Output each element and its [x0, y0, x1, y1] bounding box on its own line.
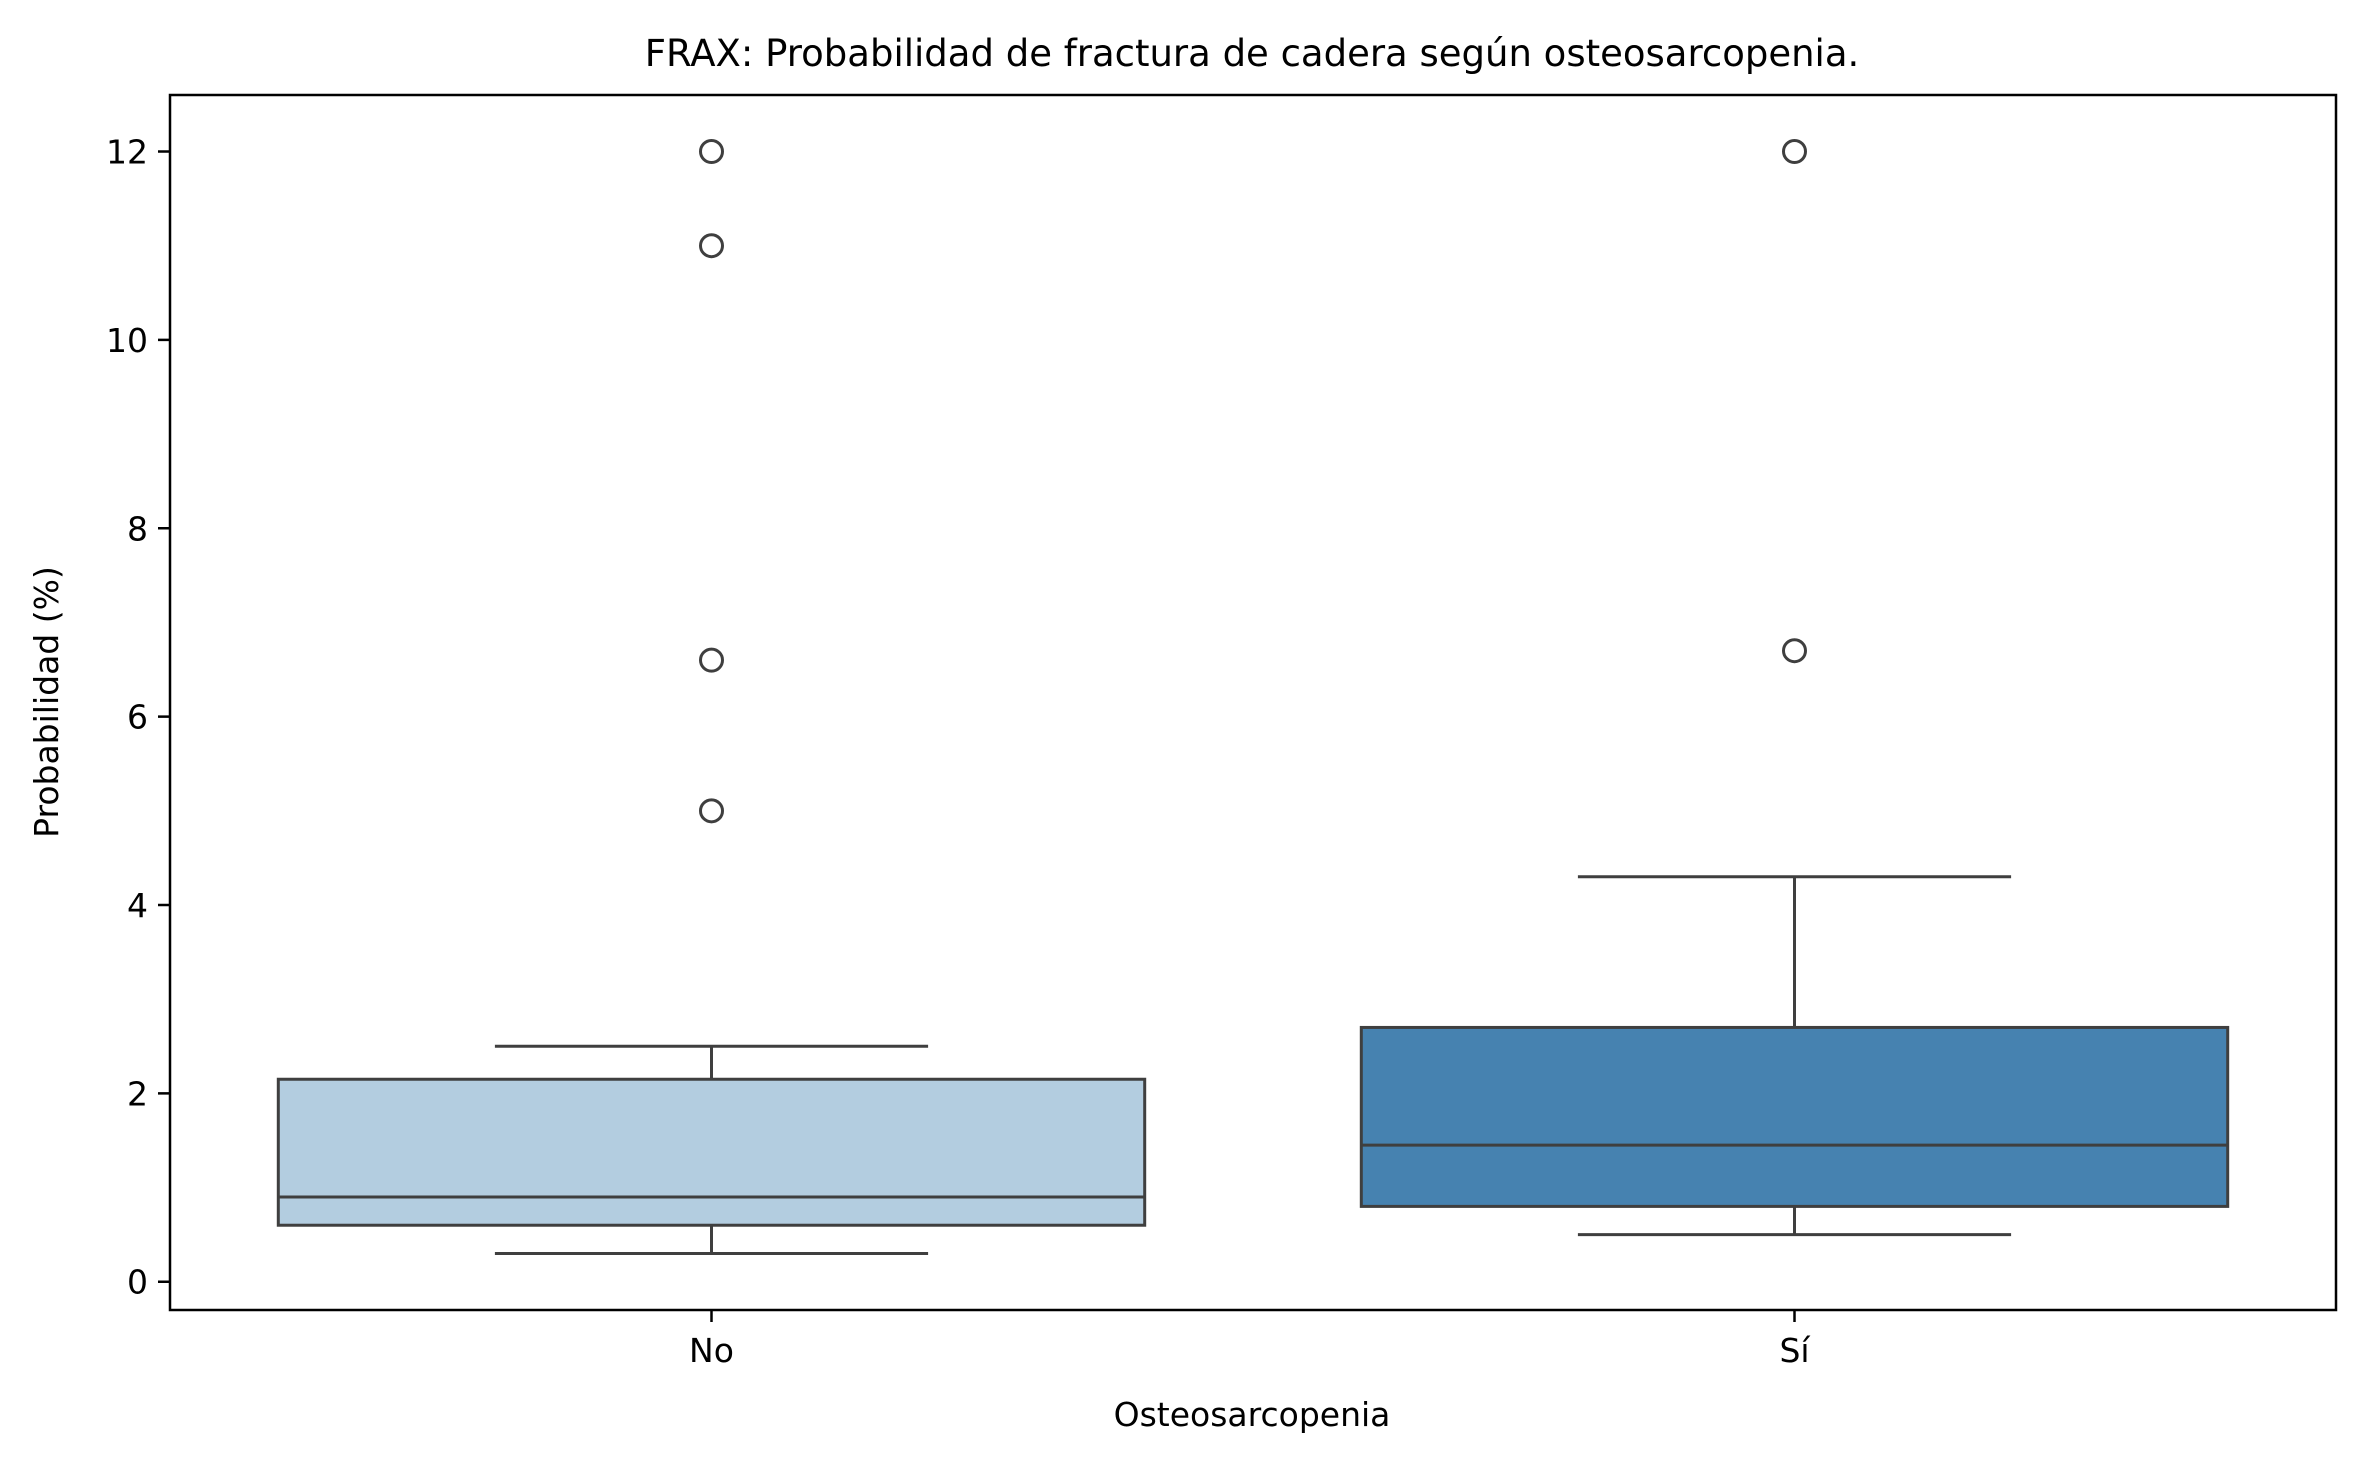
plot-area: 0 2 4 6 8 10 12 No Sí — [106, 133, 2230, 1370]
y-tick-label: 8 — [127, 509, 148, 548]
y-tick-label: 6 — [127, 698, 148, 737]
box-2-outlier-point — [1782, 139, 1807, 165]
box-1-outlier-point — [699, 139, 724, 165]
x-axis-label: Osteosarcopenia — [1114, 1395, 1391, 1434]
axes-frame — [168, 93, 2338, 1312]
x-tick-label: No — [689, 1331, 734, 1370]
y-tick-label: 2 — [127, 1074, 148, 1113]
box-2-outlier-point — [1782, 638, 1807, 664]
box-1-iqr-box — [276, 1077, 1147, 1227]
y-tick-label: 0 — [127, 1263, 148, 1302]
y-tick-label: 4 — [127, 886, 148, 925]
box-1-outlier-point — [699, 647, 724, 673]
y-axis-label: Probabilidad (%) — [27, 566, 66, 838]
y-tick-label: 12 — [106, 133, 148, 172]
box-1-outlier-point — [699, 798, 724, 824]
box-2-iqr-box — [1359, 1025, 2230, 1208]
x-tick-label: Sí — [1779, 1331, 1811, 1370]
y-tick-label: 10 — [106, 321, 148, 360]
chart-title: FRAX: Probabilidad de fractura de cadera… — [645, 32, 1860, 75]
box-1-outlier-point — [699, 233, 724, 259]
